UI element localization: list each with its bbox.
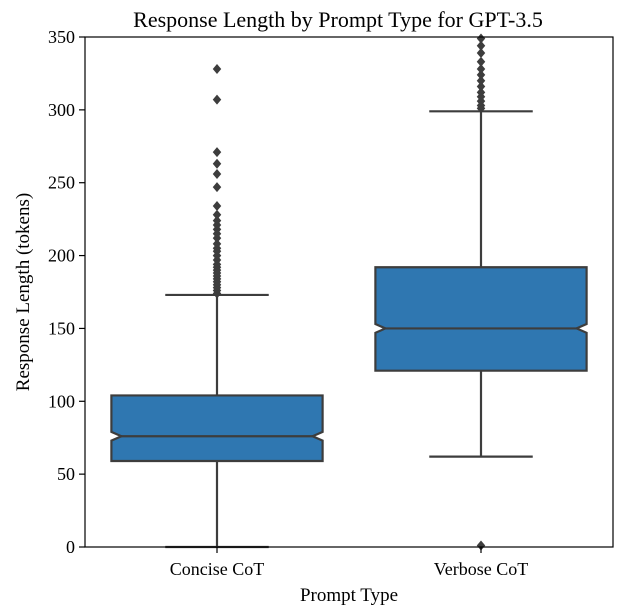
outlier-point <box>476 56 486 67</box>
outlier-point <box>212 209 222 220</box>
plot-area <box>110 33 588 551</box>
y-tick-label: 350 <box>48 27 75 47</box>
outlier-point <box>476 540 486 551</box>
box-group-concise-cot <box>110 64 324 549</box>
outlier-point <box>212 168 222 179</box>
outlier-point <box>212 215 222 226</box>
x-tick-label: Verbose CoT <box>434 559 528 579</box>
outlier-point <box>212 64 222 75</box>
y-tick-label: 150 <box>48 318 75 338</box>
outlier-point <box>212 201 222 212</box>
x-tick-label: Concise CoT <box>170 559 265 579</box>
chart-title: Response Length by Prompt Type for GPT-3… <box>133 7 543 32</box>
outlier-point <box>476 40 486 51</box>
y-tick-label: 200 <box>48 246 75 266</box>
outlier-point <box>476 33 486 44</box>
y-tick-label: 50 <box>57 464 75 484</box>
y-tick-label: 0 <box>66 537 75 557</box>
x-axis: Concise CoT Verbose CoT <box>170 547 528 579</box>
outlier-point <box>476 75 486 86</box>
y-axis-label: Response Length (tokens) <box>13 193 34 391</box>
outlier-point <box>212 158 222 169</box>
box-group-verbose-cot <box>374 33 588 551</box>
outlier-point <box>212 238 222 249</box>
outlier-point <box>212 147 222 158</box>
box-body <box>374 266 588 372</box>
outlier-point <box>212 94 222 105</box>
x-axis-label: Prompt Type <box>300 585 398 606</box>
outlier-point <box>476 48 486 59</box>
y-axis: 0 50 100 150 200 250 300 350 <box>48 27 85 557</box>
plot-frame <box>84 36 614 548</box>
y-tick-label: 300 <box>48 100 75 120</box>
outlier-point <box>476 87 486 98</box>
y-tick-label: 100 <box>48 391 75 411</box>
y-tick-label: 250 <box>48 173 75 193</box>
outlier-point <box>212 182 222 193</box>
box-body <box>110 394 324 463</box>
outlier-point <box>476 69 486 80</box>
outlier-point <box>476 81 486 92</box>
outlier-point <box>476 64 486 75</box>
